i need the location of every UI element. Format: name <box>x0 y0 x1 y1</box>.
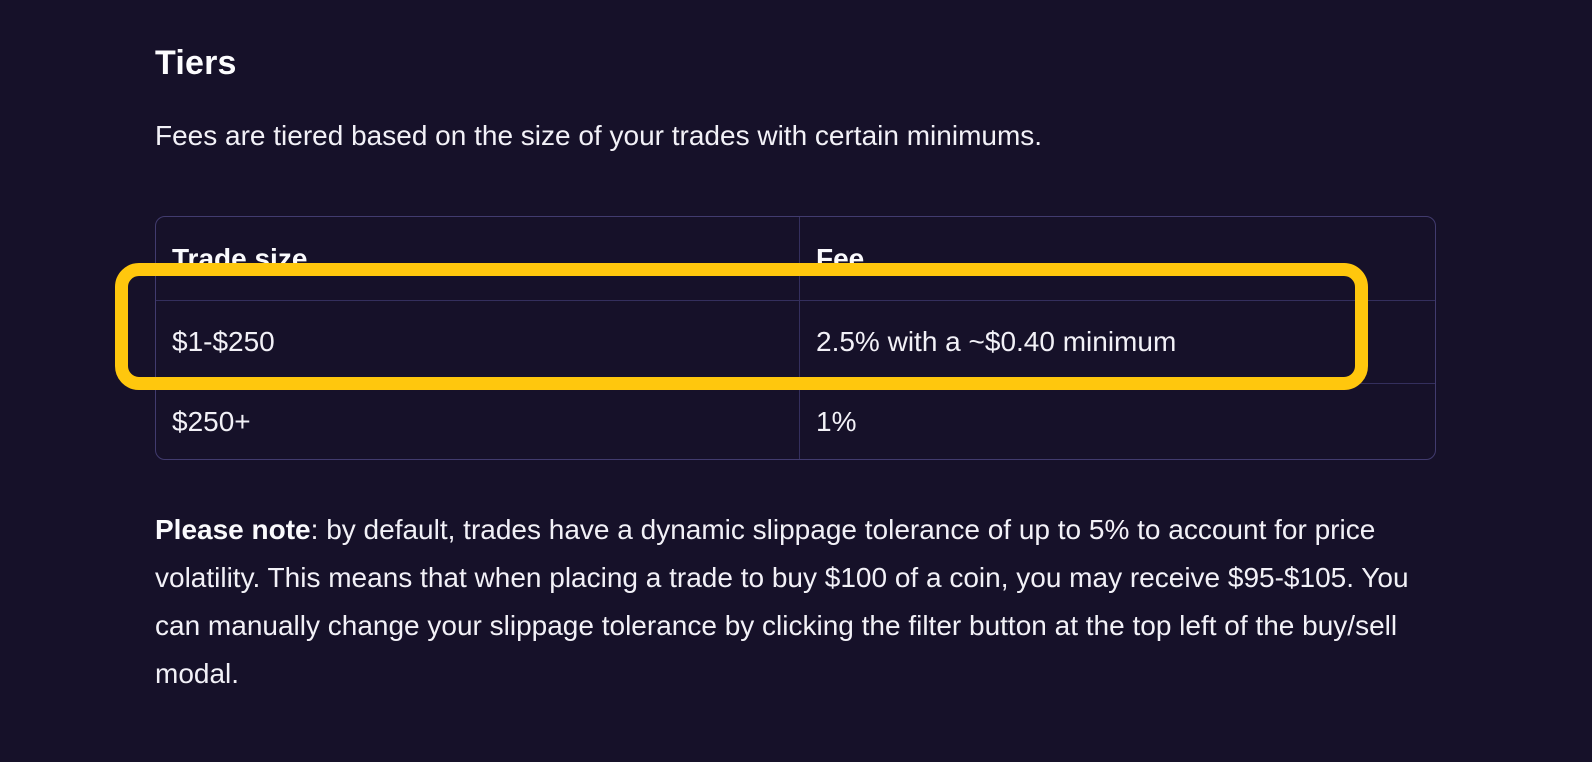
column-header-trade-size: Trade size <box>172 242 308 274</box>
table-cell-fee: 1% <box>799 383 1435 459</box>
page-title: Tiers <box>155 44 237 82</box>
table-cell-trade-size: $1-$250 <box>156 300 799 383</box>
intro-text: Fees are tiered based on the size of you… <box>155 120 1043 151</box>
table-cell-trade-size: $250+ <box>156 383 799 459</box>
slippage-note: Please note: by default, trades have a d… <box>155 506 1425 698</box>
fee-tiers-table: Trade size Fee $1-$250 2.5% with a ~$0.4… <box>155 216 1436 460</box>
note-body: : by default, trades have a dynamic slip… <box>155 514 1409 689</box>
table-cell-fee: 2.5% with a ~$0.40 minimum <box>799 300 1435 383</box>
column-header-fee: Fee <box>799 217 1435 300</box>
note-label: Please note <box>155 514 311 545</box>
